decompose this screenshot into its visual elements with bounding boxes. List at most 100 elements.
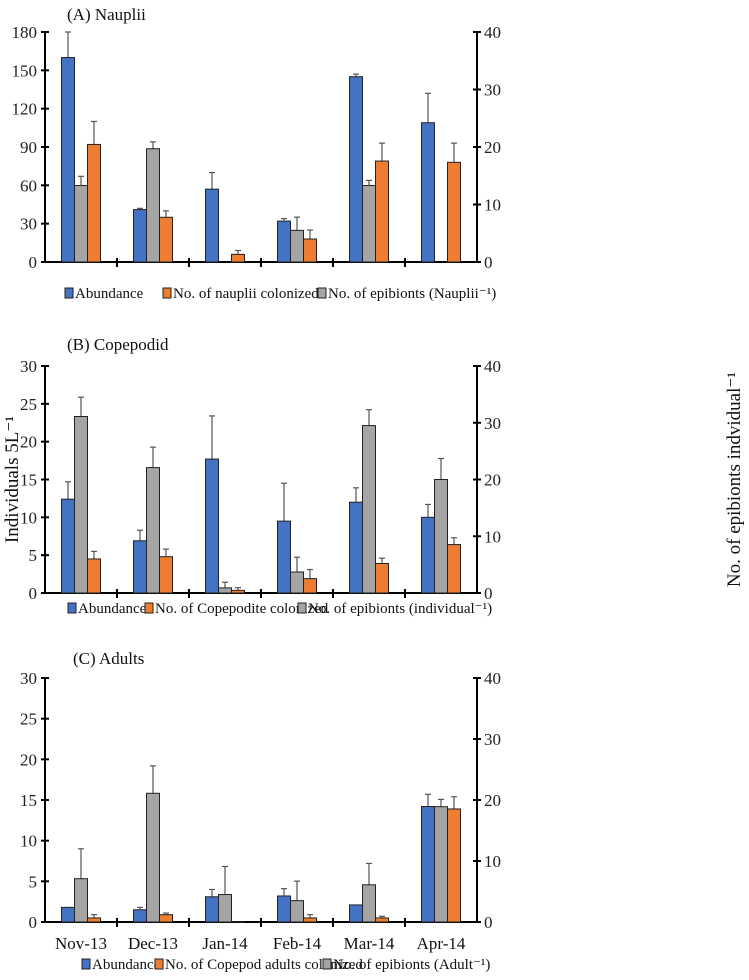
- bar-abundance-feb-14: [277, 520, 291, 594]
- bar-no-jan-14: [218, 587, 232, 594]
- x-tick-label: Apr-14: [417, 934, 466, 953]
- bar-no-apr-14: [434, 479, 448, 594]
- bar-no-dec-13: [159, 556, 173, 594]
- bar-no-feb-14: [290, 900, 304, 923]
- left-tick-label: 120: [12, 100, 38, 119]
- bar-no-nov-13: [74, 416, 88, 594]
- legend-swatch: [317, 287, 327, 299]
- bar-no-apr-14: [434, 806, 448, 923]
- legend-swatch: [162, 287, 172, 299]
- panel-title: (A) Nauplii: [67, 5, 146, 24]
- bar-abundance-dec-13: [133, 909, 147, 923]
- y-axis-label: Individuals 5L⁻¹: [2, 416, 23, 543]
- bar-no-mar-14: [362, 185, 376, 263]
- bar-no-feb-14: [303, 578, 317, 594]
- left-tick-label: 10: [20, 508, 37, 527]
- legend-label: Abundance: [92, 957, 161, 973]
- x-tick-label: Dec-13: [128, 934, 178, 953]
- left-tick-label: 20: [20, 433, 37, 452]
- right-tick-label: 0: [484, 253, 493, 272]
- left-tick-label: 20: [20, 750, 37, 769]
- bar-no-mar-14: [375, 562, 389, 594]
- legend-label: No. of epibionts (Adult⁻¹): [333, 957, 490, 973]
- right-tick-label: 0: [484, 913, 493, 932]
- left-tick-label: 0: [29, 913, 38, 932]
- bar-no-feb-14: [290, 229, 304, 263]
- right-tick-label: 40: [484, 357, 501, 376]
- legend-label: No. of Copepodite colonized: [155, 601, 329, 617]
- right-tick-label: 20: [484, 138, 501, 157]
- bar-abundance-jan-14: [205, 188, 219, 263]
- right-tick-label: 30: [484, 730, 501, 749]
- right-tick-label: 20: [484, 791, 501, 810]
- bar-no-apr-14: [447, 808, 461, 923]
- y2-axis-label: No. of epibionts indvidual⁻¹: [724, 372, 745, 588]
- right-tick-label: 10: [484, 527, 501, 546]
- left-tick-label: 15: [20, 471, 37, 490]
- legend-swatch: [64, 287, 74, 299]
- x-tick-label: Mar-14: [344, 934, 395, 953]
- bar-no-dec-13: [146, 467, 160, 594]
- panel-2: (C) Adults 0 5 10 15 20 25 30 0 10 20 30 40 Nov-13 Dec…: [20, 649, 501, 973]
- left-tick-label: 5: [29, 872, 38, 891]
- panel-0: (A) Nauplii 0 30 60 90 120 150 180 0 10 20 30 40 Abun…: [12, 5, 502, 302]
- bar-no-jan-14: [231, 589, 245, 594]
- legend-label: No. of epibionts (individual⁻¹): [308, 601, 492, 617]
- bar-no-nov-13: [74, 878, 88, 923]
- legend-label: Abundance: [78, 601, 147, 617]
- left-tick-label: 30: [20, 669, 37, 688]
- x-tick-label: Jan-14: [202, 934, 248, 953]
- left-tick-label: 60: [20, 176, 37, 195]
- legend-label: No. of nauplii colonized: [173, 286, 319, 302]
- legend-swatch: [297, 602, 307, 614]
- bar-no-dec-13: [159, 216, 173, 263]
- bar-no-nov-13: [87, 143, 101, 263]
- right-tick-label: 10: [484, 852, 501, 871]
- bar-abundance-jan-14: [205, 458, 219, 594]
- bar-abundance-dec-13: [133, 540, 147, 594]
- left-tick-label: 15: [20, 791, 37, 810]
- left-tick-label: 0: [29, 584, 38, 603]
- bar-no-feb-14: [303, 238, 317, 263]
- legend-label: No. of epibionts (Nauplii⁻¹): [328, 286, 496, 302]
- left-tick-label: 5: [29, 546, 38, 565]
- bar-no-mar-14: [375, 917, 389, 923]
- left-tick-label: 10: [20, 832, 37, 851]
- bar-no-jan-14: [231, 253, 245, 263]
- panel-title: (C) Adults: [73, 649, 144, 668]
- bar-abundance-mar-14: [349, 76, 363, 263]
- left-tick-label: 30: [20, 215, 37, 234]
- bar-abundance-nov-13: [61, 498, 75, 594]
- bar-no-apr-14: [447, 544, 461, 594]
- x-tick-label: Feb-14: [273, 934, 322, 953]
- bar-no-nov-13: [74, 185, 88, 263]
- right-tick-label: 40: [484, 669, 501, 688]
- bar-abundance-nov-13: [61, 906, 75, 923]
- bar-no-nov-13: [87, 917, 101, 923]
- right-tick-label: 0: [484, 584, 493, 603]
- bar-no-feb-14: [290, 571, 304, 594]
- bar-abundance-dec-13: [133, 209, 147, 263]
- bar-no-dec-13: [159, 914, 173, 923]
- left-tick-label: 30: [20, 357, 37, 376]
- x-tick-label: Nov-13: [55, 934, 107, 953]
- bar-abundance-mar-14: [349, 904, 363, 923]
- right-tick-label: 30: [484, 414, 501, 433]
- bar-abundance-mar-14: [349, 501, 363, 594]
- bar-no-nov-13: [87, 558, 101, 594]
- legend-swatch: [154, 958, 164, 970]
- bar-no-dec-13: [146, 792, 160, 923]
- bar-no-mar-14: [362, 425, 376, 594]
- bar-abundance-nov-13: [61, 57, 75, 263]
- left-tick-label: 25: [20, 710, 37, 729]
- bar-abundance-feb-14: [277, 895, 291, 923]
- panel-title: (B) Copepodid: [67, 335, 169, 354]
- bar-no-mar-14: [362, 884, 376, 923]
- right-tick-label: 20: [484, 471, 501, 490]
- bar-abundance-apr-14: [421, 806, 435, 923]
- right-tick-label: 40: [484, 23, 501, 42]
- left-tick-label: 90: [20, 138, 37, 157]
- bar-abundance-apr-14: [421, 516, 435, 594]
- right-tick-label: 30: [484, 81, 501, 100]
